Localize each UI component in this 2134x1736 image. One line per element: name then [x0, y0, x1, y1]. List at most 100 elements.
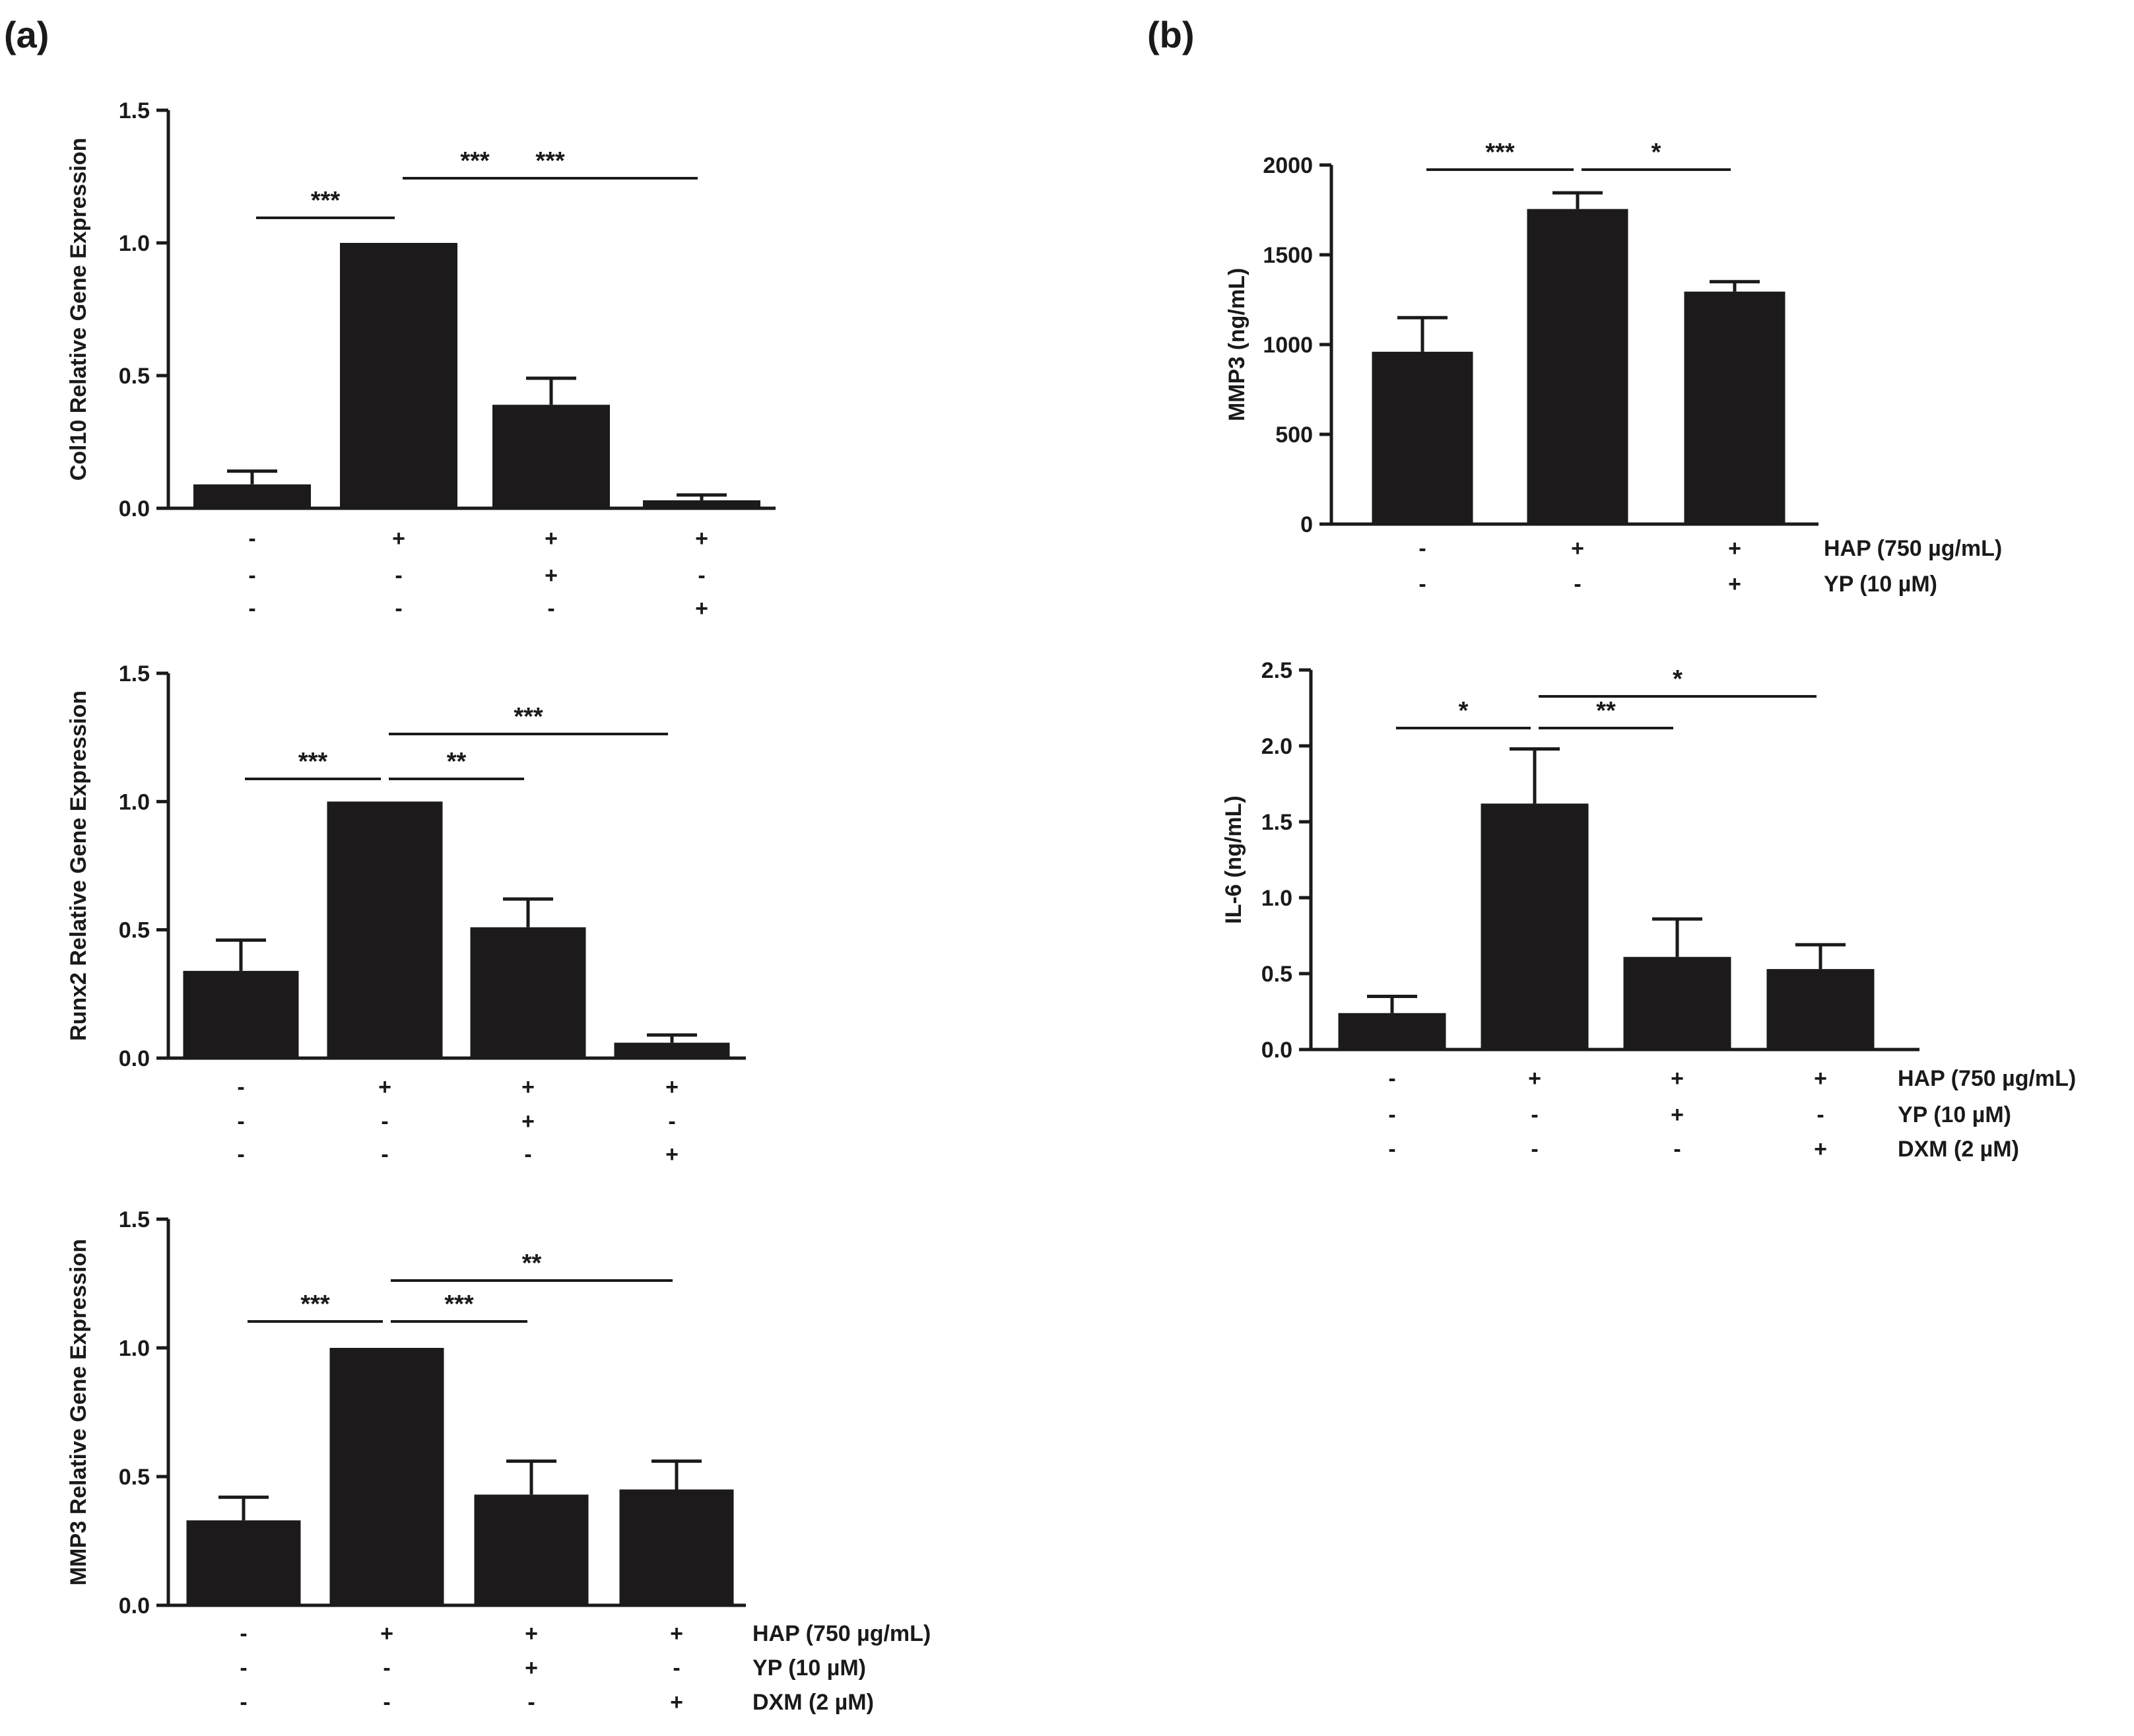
chart4-y-tick-label: 1500 — [1263, 243, 1313, 268]
chart3-condition-sign: - — [383, 1655, 390, 1681]
chart1-condition-sign: - — [698, 563, 705, 588]
chart4-condition-sign: + — [1728, 536, 1741, 561]
chart2-condition-sign: - — [237, 1109, 244, 1134]
chart1-condition-sign: + — [545, 563, 558, 588]
chart3-bar — [474, 1494, 589, 1605]
chart3-condition-sign: + — [525, 1621, 538, 1646]
chart3-y-tick-label: 1.5 — [119, 1207, 150, 1232]
chart2-condition-sign: - — [381, 1142, 388, 1167]
chart3-bar — [619, 1489, 734, 1605]
chart5-bar — [1766, 969, 1875, 1050]
chart3-condition-sign: + — [670, 1690, 683, 1715]
chart3-condition-sign: - — [383, 1690, 390, 1715]
chart3-y-tick-label: 0.5 — [119, 1465, 150, 1490]
chart2-condition-sign: - — [668, 1109, 675, 1134]
chart3-bar — [329, 1348, 444, 1605]
chart3-condition-sign: + — [525, 1655, 538, 1681]
chart1-bar — [193, 484, 311, 508]
chart3-condition-name: HAP (750 µg/mL) — [752, 1621, 931, 1646]
chart4-y-tick-label: 500 — [1275, 422, 1313, 448]
chart2-y-tick-label: 1.0 — [119, 789, 150, 815]
chart3-condition-name: YP (10 µM) — [752, 1655, 866, 1681]
chart2-y-tick-label: 0.5 — [119, 918, 150, 943]
chart4-y-tick-label: 0 — [1300, 512, 1313, 537]
chart4-y-axis-title: MMP3 (ng/mL) — [1224, 268, 1250, 421]
chart5-condition-name: HAP (750 µg/mL) — [1898, 1066, 2076, 1091]
chart1-significance-label: *** — [460, 147, 490, 175]
chart5-y-tick-label: 0.5 — [1261, 962, 1292, 987]
chart5-condition-sign: + — [1814, 1137, 1827, 1162]
chart5-condition-sign: + — [1671, 1066, 1684, 1091]
chart5-condition-sign: + — [1528, 1066, 1541, 1091]
chart5-y-tick-label: 1.5 — [1261, 810, 1292, 835]
chart3-condition-sign: - — [240, 1621, 247, 1646]
chart5-significance-label: ** — [1596, 697, 1616, 725]
chart4-significance-label: *** — [1485, 139, 1515, 166]
chart1-bar — [492, 405, 610, 508]
chart1-condition-sign: + — [392, 526, 405, 551]
chart2-condition-sign: - — [237, 1142, 244, 1167]
chart5-significance-label: * — [1673, 665, 1683, 693]
chart4-condition-sign: - — [1418, 536, 1426, 561]
chart2-condition-sign: - — [524, 1142, 531, 1167]
chart5-y-tick-label: 2.0 — [1261, 734, 1292, 759]
chart2-significance-label: ** — [447, 748, 467, 776]
chart5-condition-sign: + — [1671, 1102, 1684, 1127]
panel-label-a: (a) — [4, 14, 49, 55]
chart2-significance-label: *** — [514, 703, 543, 731]
chart1-condition-sign: + — [695, 596, 708, 621]
chart1-significance-label: *** — [311, 187, 341, 215]
chart5-condition-sign: - — [1388, 1066, 1395, 1091]
chart2-condition-sign: + — [378, 1075, 391, 1100]
chart1-y-tick-label: 1.5 — [119, 98, 150, 123]
chart5-significance-label: * — [1459, 697, 1469, 725]
chart1-condition-sign: - — [395, 563, 402, 588]
chart5-y-tick-label: 0.0 — [1261, 1038, 1292, 1063]
chart5-bar — [1481, 803, 1589, 1050]
chart1-condition-sign: - — [248, 526, 255, 551]
chart1-condition-sign: - — [395, 596, 402, 621]
chart5-condition-sign: - — [1673, 1137, 1681, 1162]
panel-label-b: (b) — [1147, 14, 1195, 55]
chart1-y-tick-label: 0.0 — [119, 496, 150, 521]
chart1-y-tick-label: 1.0 — [119, 231, 150, 256]
chart1-significance-label: *** — [535, 147, 565, 175]
chart3-condition-sign: - — [673, 1655, 680, 1681]
chart2-condition-sign: + — [521, 1075, 535, 1100]
chart2-condition-sign: + — [521, 1109, 535, 1134]
chart2-y-tick-label: 1.5 — [119, 661, 150, 686]
chart4-condition-sign: + — [1728, 572, 1741, 597]
chart4-condition-name: HAP (750 µg/mL) — [1824, 536, 2002, 561]
chart5-condition-sign: + — [1814, 1066, 1827, 1091]
chart5-condition-name: DXM (2 µM) — [1898, 1137, 2019, 1162]
chart3-bar — [186, 1520, 301, 1605]
chart4-y-tick-label: 1000 — [1263, 333, 1313, 358]
chart2-condition-sign: + — [665, 1075, 679, 1100]
chart2-condition-sign: - — [381, 1109, 388, 1134]
chart4-y-tick-label: 2000 — [1263, 153, 1313, 178]
chart2-bar — [614, 1042, 730, 1058]
chart2-bar — [470, 927, 586, 1058]
chart3-significance-label: ** — [522, 1250, 542, 1277]
chart1-condition-sign: - — [248, 596, 255, 621]
chart5-condition-name: YP (10 µM) — [1898, 1102, 2011, 1127]
chart3-y-tick-label: 0.0 — [119, 1593, 150, 1619]
chart1-bar — [340, 243, 457, 508]
chart4-condition-sign: + — [1571, 536, 1584, 561]
chart3-condition-sign: + — [380, 1621, 393, 1646]
chart5-condition-sign: - — [1531, 1137, 1538, 1162]
chart4-bar — [1527, 209, 1628, 524]
chart2-bar — [183, 970, 299, 1058]
chart1-bar — [643, 500, 760, 508]
chart3-condition-name: DXM (2 µM) — [752, 1690, 874, 1715]
chart5-y-tick-label: 2.5 — [1261, 658, 1292, 683]
chart2-y-tick-label: 0.0 — [119, 1046, 150, 1071]
chart4-bar — [1372, 351, 1473, 524]
chart2-condition-sign: - — [237, 1075, 244, 1100]
chart1-condition-sign: - — [248, 563, 255, 588]
chart5-bar — [1623, 956, 1731, 1050]
chart2-y-axis-title: Runx2 Relative Gene Expression — [66, 690, 91, 1041]
chart1-condition-sign: + — [545, 526, 558, 551]
chart4-condition-sign: - — [1574, 572, 1581, 597]
